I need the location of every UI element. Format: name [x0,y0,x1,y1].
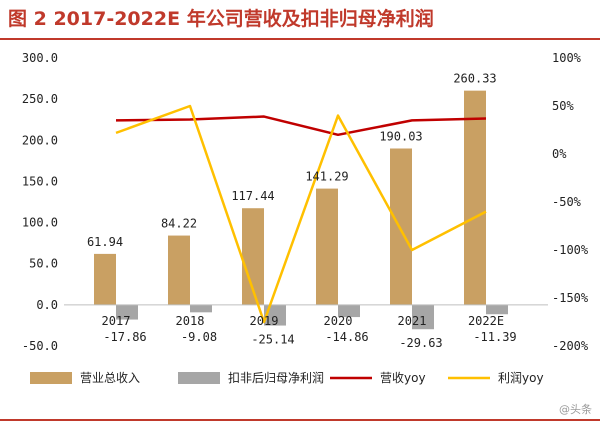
right-tick-label: 100% [552,51,582,65]
revenue-value-label: 190.03 [379,129,422,143]
chart-title: 图 2 2017-2022E 年公司营收及扣非归母净利润 [8,8,434,30]
profit-value-label: -11.39 [473,330,516,344]
category-label: 2020 [324,314,353,328]
bottom-divider [0,419,600,421]
revenue-yoy-line [115,115,487,137]
category-label: 2021 [398,314,427,328]
revenue-bar [316,188,338,305]
profit-bar [486,304,508,315]
right-tick-label: -50% [552,195,582,209]
profit-yoy-line [115,104,487,324]
left-tick-label: -50.0 [22,339,58,353]
category-label: 2019 [250,314,279,328]
right-tick-label: -150% [552,291,589,305]
data-labels: 61.94 84.22 117.44 141.29 190.03 260.33 -17.86… [87,72,517,351]
revenue-value-label: 141.29 [305,170,348,184]
profit-bar [412,304,434,330]
left-tick-label: 150.0 [22,174,58,188]
revenue-value-label: 117.44 [231,189,274,203]
right-tick-label: 50% [552,99,574,113]
revenue-bar [168,235,190,305]
profit-bar [190,304,212,313]
title-divider [0,38,600,40]
revenue-bar [94,253,116,305]
revenue-value-label: 260.33 [453,72,496,86]
profit-bar [338,304,360,318]
category-label: 2018 [176,314,205,328]
left-tick-label: 300.0 [22,51,58,65]
yoy-lines [115,104,487,324]
left-tick-label: 50.0 [29,257,58,271]
revenue-bar [464,90,486,305]
right-tick-label: -200% [552,339,589,353]
left-tick-label: 100.0 [22,216,58,230]
profit-value-label: -17.86 [103,330,146,344]
category-labels: 2017 2018 2019 2020 2021 2022E [102,314,505,328]
left-tick-label: 250.0 [22,92,58,106]
category-label: 2017 [102,314,131,328]
legend-swatch [178,372,220,384]
profit-bar [116,304,138,320]
revenue-value-label: 84.22 [161,217,197,231]
profit-value-label: -14.86 [325,330,368,344]
profit-value-label: -29.63 [399,336,442,350]
bars [94,90,508,330]
revenue-bar [242,208,264,305]
category-label: 2022E [468,314,504,328]
legend-label: 营收yoy [380,371,426,385]
profit-value-label: -25.14 [251,333,294,347]
watermark: @头条 [559,403,592,416]
legend-swatch [30,372,72,384]
left-tick-label: 200.0 [22,133,58,147]
revenue-value-label: 61.94 [87,235,123,249]
legend-label: 扣非后归母净利润 [228,371,324,385]
right-tick-label: 0% [552,147,567,161]
legend-label: 利润yoy [498,371,544,385]
profit-value-label: -9.08 [181,330,217,344]
legend: 营业总收入 扣非后归母净利润 营收yoy 利润yoy [30,371,544,385]
left-tick-label: 0.0 [36,298,58,312]
revenue-bar [390,148,412,305]
legend-label: 营业总收入 [80,371,140,385]
left-axis: -50.0 0.0 50.0 100.0 150.0 200.0 250.0 300.0 [22,51,58,353]
right-tick-label: -100% [552,243,589,257]
right-axis: -200% -150% -100% -50% 0% 50% 100% [552,51,589,353]
